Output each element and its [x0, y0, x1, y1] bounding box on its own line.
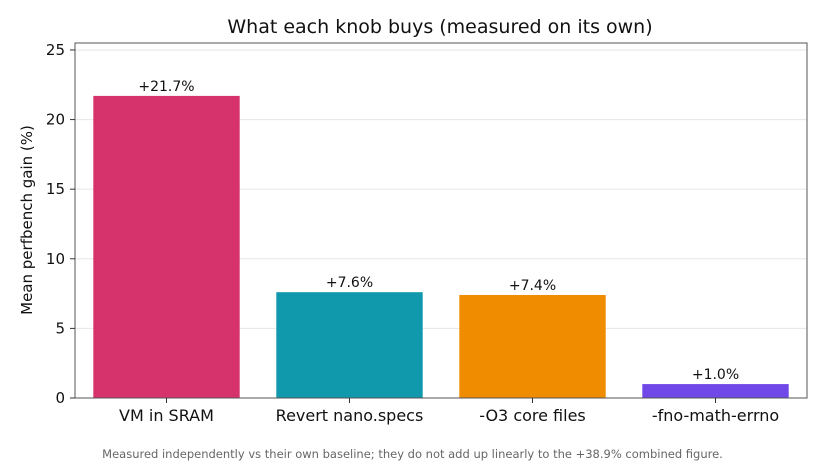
axes — [74, 42, 808, 399]
data-labels: +21.7% +7.6% +7.4% +1.0% — [138, 79, 739, 383]
ticks: 0 5 10 15 20 25 VM in SRAM Revert nano.specs -O3… — [46, 41, 779, 425]
chart-title: What each knob buys (measured on its own… — [227, 16, 652, 38]
bar — [459, 294, 606, 398]
x-tick-label: Revert nano.specs — [276, 406, 424, 425]
data-label: +1.0% — [692, 367, 739, 383]
bar-chart: What each knob buys (measured on its own… — [18, 16, 808, 425]
bar — [93, 95, 240, 398]
y-tick-label: 10 — [46, 250, 65, 268]
footnote: Measured independently vs their own base… — [102, 447, 723, 461]
data-label: +21.7% — [138, 79, 194, 95]
bar — [276, 292, 423, 398]
x-tick-label: VM in SRAM — [119, 406, 214, 425]
data-label: +7.4% — [509, 278, 556, 294]
bars — [93, 95, 789, 398]
y-axis-label: Mean perfbench gain (%) — [18, 125, 36, 315]
bar — [642, 384, 789, 398]
x-tick-label: -O3 core files — [479, 406, 586, 425]
y-tick-label: 25 — [46, 41, 65, 59]
y-tick-label: 15 — [46, 180, 65, 198]
data-label: +7.6% — [326, 275, 373, 291]
x-tick-label: -fno-math-errno — [652, 406, 779, 425]
y-tick-label: 20 — [46, 111, 65, 129]
y-tick-label: 0 — [55, 389, 65, 407]
plot-frame — [74, 42, 808, 399]
y-tick-label: 5 — [55, 319, 65, 337]
